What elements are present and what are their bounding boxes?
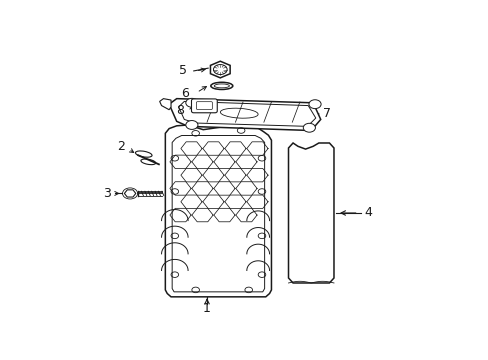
Polygon shape bbox=[210, 61, 230, 78]
Circle shape bbox=[185, 98, 198, 107]
Polygon shape bbox=[288, 143, 333, 283]
Text: 8: 8 bbox=[176, 104, 184, 117]
Circle shape bbox=[303, 123, 315, 132]
Text: 7: 7 bbox=[322, 107, 330, 120]
Ellipse shape bbox=[135, 151, 152, 157]
Circle shape bbox=[185, 121, 198, 129]
Text: 5: 5 bbox=[179, 64, 186, 77]
Polygon shape bbox=[165, 125, 271, 297]
Text: 4: 4 bbox=[364, 207, 371, 220]
FancyBboxPatch shape bbox=[191, 99, 217, 113]
Circle shape bbox=[308, 100, 321, 109]
Text: 3: 3 bbox=[103, 187, 111, 200]
Polygon shape bbox=[159, 99, 171, 110]
Text: 6: 6 bbox=[181, 87, 189, 100]
Text: 1: 1 bbox=[203, 302, 210, 315]
Text: 2: 2 bbox=[117, 140, 124, 153]
Polygon shape bbox=[124, 190, 136, 197]
Ellipse shape bbox=[141, 159, 155, 165]
Polygon shape bbox=[169, 99, 320, 131]
